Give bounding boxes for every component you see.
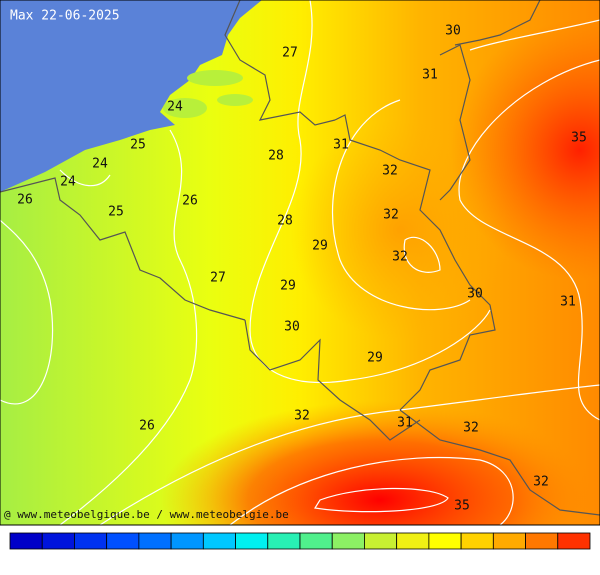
contour-label: 30 [445, 24, 461, 39]
legend-swatch [267, 532, 301, 550]
temperature-field [0, 300, 600, 525]
contour-label: 30 [467, 287, 483, 302]
contour-label: 28 [268, 149, 284, 164]
contour-label: 35 [454, 499, 470, 514]
contour-label: 30 [284, 320, 300, 335]
contour-label: 32 [533, 475, 549, 490]
legend-swatch [460, 532, 494, 550]
contour-label: 31 [397, 416, 413, 431]
legend-swatch [9, 532, 43, 550]
contour-label: 29 [312, 239, 328, 254]
legend-swatch [138, 532, 172, 550]
contour-label: 27 [210, 271, 226, 286]
legend-swatch [396, 532, 430, 550]
contour-label: 31 [422, 68, 438, 83]
contour-label: 29 [367, 351, 383, 366]
credit: @ www.meteobelgique.be / www.meteobelgie… [4, 508, 289, 521]
contour-label: 24 [92, 157, 108, 172]
legend-swatch [557, 532, 591, 550]
map-frame [0, 0, 600, 526]
contour-label: 26 [182, 194, 198, 209]
borders [0, 0, 600, 516]
legend-swatch [170, 532, 204, 550]
legend-swatch [364, 532, 398, 550]
legend-swatch [331, 532, 365, 550]
contour-label: 24 [60, 175, 76, 190]
contour-label: 32 [382, 164, 398, 179]
legend-swatch [202, 532, 236, 550]
contour-label: 25 [108, 205, 124, 220]
contour-label: 28 [277, 214, 293, 229]
contour-label: 32 [294, 409, 310, 424]
contour-label: 29 [280, 279, 296, 294]
contour-label: 35 [571, 131, 587, 146]
island [163, 98, 207, 118]
contour-label: 31 [333, 138, 349, 153]
legend-swatch [235, 532, 269, 550]
island [217, 94, 253, 106]
contour-label: 32 [383, 208, 399, 223]
contour-label: 32 [463, 421, 479, 436]
legend-swatch [106, 532, 140, 550]
map-title: Max 22-06-2025 [10, 9, 120, 24]
legend-swatch [299, 532, 333, 550]
legend-swatch [74, 532, 108, 550]
sea [0, 0, 262, 192]
contour-label: 24 [167, 100, 183, 115]
legend-swatch [41, 532, 75, 550]
contour-label: 25 [130, 138, 146, 153]
legend-swatch [525, 532, 559, 550]
contour-label: 26 [139, 419, 155, 434]
legend-swatch [428, 532, 462, 550]
contour-label: 27 [282, 46, 298, 61]
island [187, 70, 243, 86]
contours [0, 0, 600, 525]
contour-label: 32 [392, 250, 408, 265]
contour-label: 31 [560, 295, 576, 310]
contour-label: 26 [17, 193, 33, 208]
legend-swatch [492, 532, 526, 550]
